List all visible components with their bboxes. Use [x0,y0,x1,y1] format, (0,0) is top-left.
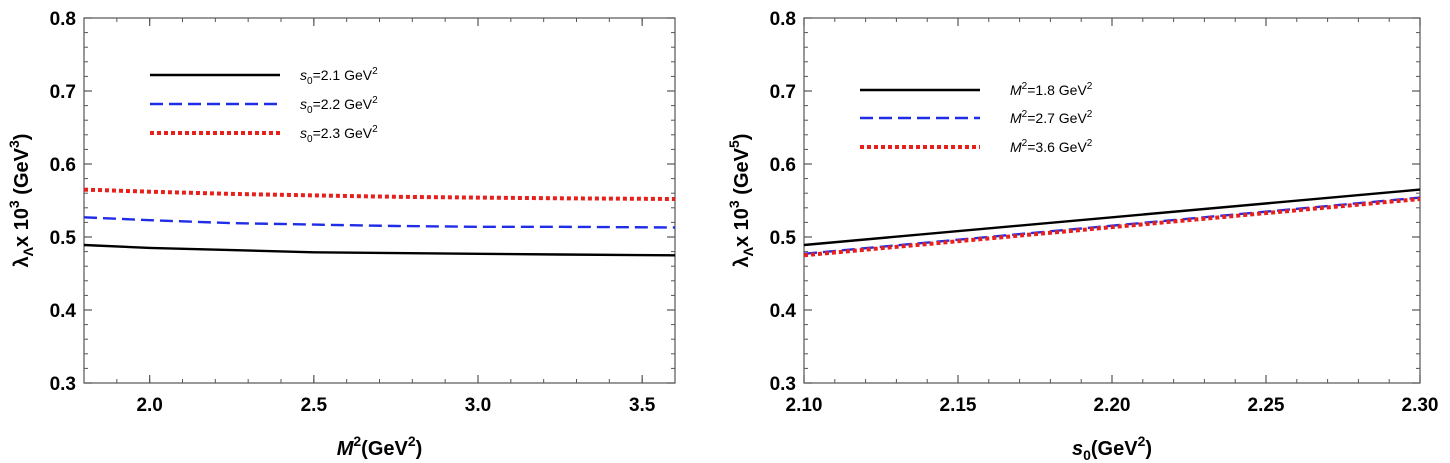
x-tick-label: 2.25 [1248,395,1285,416]
plot-frame [803,17,1421,384]
right-chart: 2.10 2.15 2.20 2.25 2.30 0.3 0.4 0.5 0.6 0.7 0.8 s0… [726,9,1438,463]
y-tick-label: 0.8 [770,9,796,30]
legend-label-1: M2=1.8 GeV2 [1010,81,1093,98]
legend-label-1: s0=2.1 GeV2 [300,66,378,87]
plot-frame [83,17,676,384]
y-tick-label: 0.3 [50,374,76,395]
x-tick-label: 2.30 [1402,395,1439,416]
x-tick-label: 2.5 [301,395,328,416]
y-tick-label: 0.5 [50,228,77,249]
y-tick-label: 0.5 [770,228,797,249]
x-tick-label: 2.0 [136,395,162,416]
series-line-1 [803,188,1421,247]
series-line-3 [803,197,1421,258]
y-axis-label: λΛx 103 (GeV5) [726,134,756,268]
legend-label-2: s0=2.2 GeV2 [300,95,378,116]
series-line-2 [83,216,676,229]
x-tick-label: 2.10 [786,395,823,416]
y-tick-label: 0.3 [770,374,796,395]
y-tick-label: 0.4 [770,301,797,322]
x-tick-label: 3.5 [629,395,656,416]
x-axis-label: s0(GeV2) [1072,433,1152,463]
series-line-1 [83,243,676,257]
y-tick-label: 0.8 [50,9,76,30]
y-tick-label: 0.7 [770,82,796,103]
series-line-3 [83,187,676,201]
legend-label-2: M2=2.7 GeV2 [1010,109,1093,126]
legend-label-3: M2=3.6 GeV2 [1010,138,1093,155]
y-tick-label: 0.6 [770,155,796,176]
left-chart: 2.0 2.5 3.0 3.5 0.3 0.4 0.5 0.6 0.7 0.8 M2(GeV2) λΛ… [6,9,676,460]
x-tick-label: 2.15 [940,395,977,416]
minor-ticks [803,17,1421,384]
y-tick-label: 0.4 [50,301,77,322]
y-tick-label: 0.6 [50,155,76,176]
x-tick-label: 2.20 [1094,395,1131,416]
x-tick-label: 3.0 [465,395,491,416]
y-axis-label: λΛx 103 (GeV3) [6,134,36,268]
minor-ticks [83,17,676,384]
legend-label-3: s0=2.3 GeV2 [300,124,378,145]
y-tick-label: 0.7 [50,82,76,103]
x-axis-label: M2(GeV2) [337,433,423,460]
